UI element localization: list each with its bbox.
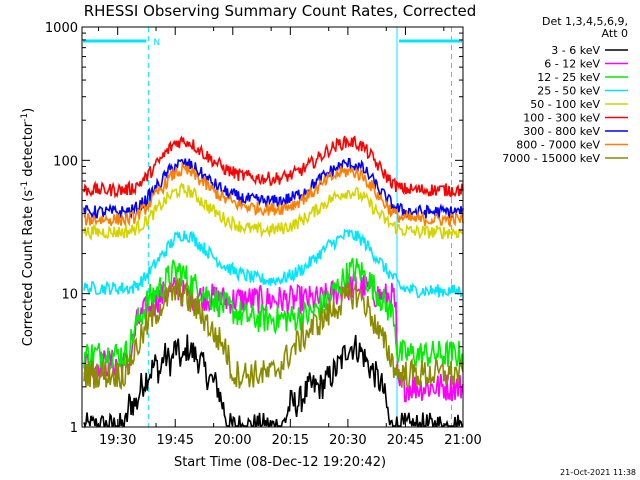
legend-label: 3 - 6 keV — [551, 44, 600, 57]
y-tick-label: 10 — [61, 288, 78, 303]
series-line-1 — [83, 334, 463, 429]
series-line-2 — [83, 273, 464, 403]
y-axis-label-prefix: Corrected Count Rate (s — [21, 190, 36, 347]
y-axis-label: Corrected Count Rate (s-1 detector-1) — [20, 108, 36, 346]
legend-header-line: Att 0 — [602, 27, 628, 40]
x-tick-label: 21:00 — [444, 433, 481, 448]
y-axis-label-sup2: -1 — [20, 113, 30, 122]
legend-label: 25 - 50 keV — [537, 85, 600, 98]
legend-label: 12 - 25 keV — [537, 71, 600, 84]
legend-label: 50 - 100 keV — [530, 98, 600, 111]
x-tick-label: 20:45 — [387, 433, 424, 448]
legend-header-line: Det 1,3,4,5,6,9, — [542, 15, 628, 28]
legend-label: 800 - 7000 keV — [516, 139, 600, 152]
series-line-8 — [83, 161, 464, 228]
legend-label: 6 - 12 keV — [544, 58, 600, 71]
series-line-9 — [83, 277, 464, 391]
series-line-5 — [83, 182, 464, 241]
x-tick-label: 20:30 — [329, 433, 366, 448]
x-tick-label: 19:30 — [99, 433, 136, 448]
series-group — [83, 135, 464, 429]
y-tick-label: 1 — [70, 421, 78, 436]
x-tick-label: 20:15 — [272, 433, 309, 448]
chart-title: RHESSI Observing Summary Count Rates, Co… — [84, 2, 477, 20]
x-tick-label: 20:00 — [214, 433, 251, 448]
y-axis-label-sup1: -1 — [20, 181, 30, 190]
series-line-4 — [83, 228, 464, 299]
legend-label: 300 - 800 keV — [523, 125, 600, 138]
axes: 19:30 19:45 20:00 20:15 20:30 20:45 21:00 1 10 10… — [45, 21, 482, 448]
legend-label: 7000 - 15000 keV — [502, 152, 600, 165]
plot-frame — [81, 26, 464, 428]
y-tick-label: 1000 — [45, 21, 78, 36]
legend-label: 100 - 300 keV — [523, 112, 600, 125]
series-line-3 — [83, 257, 464, 372]
y-tick-label: 100 — [53, 154, 78, 169]
series-line-6 — [83, 135, 464, 199]
night-label: N — [153, 38, 160, 48]
x-tick-label: 19:45 — [157, 433, 194, 448]
x-axis-label: Start Time (08-Dec-12 19:20:42) — [174, 455, 386, 470]
footer-timestamp: 21-Oct-2021 11:38 — [560, 468, 636, 477]
y-axis-label-suffix: ) — [21, 108, 36, 113]
y-axis-label-middle: detector — [21, 121, 36, 181]
